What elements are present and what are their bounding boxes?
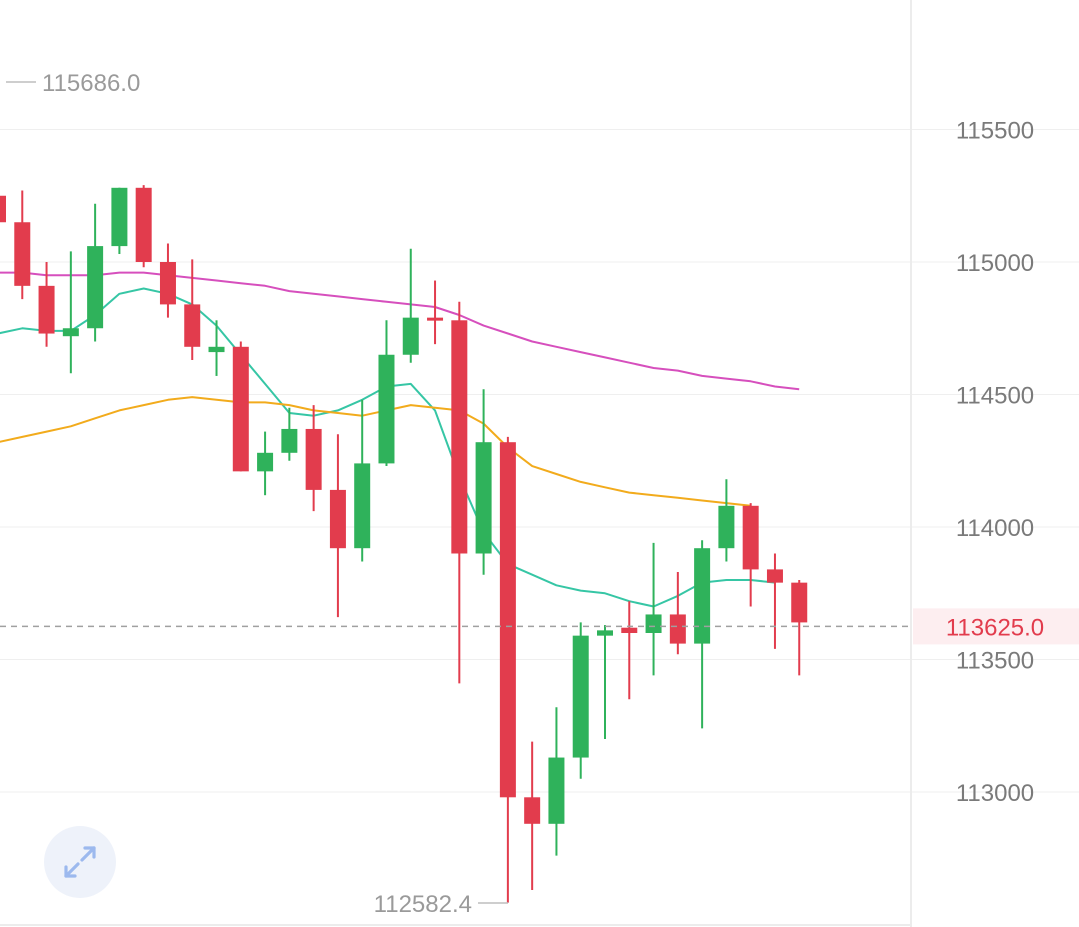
candle-down	[159, 243, 176, 318]
candle-body	[572, 635, 589, 758]
candle-body	[499, 442, 516, 798]
candle-down	[427, 280, 444, 345]
candle-up	[378, 320, 395, 467]
candle-body	[159, 262, 176, 305]
candle-body	[38, 285, 55, 334]
candle-down	[791, 580, 808, 676]
candle-body	[718, 505, 735, 549]
candle-down	[742, 503, 759, 607]
candle-body	[427, 317, 444, 321]
candle-down	[329, 434, 346, 618]
y-tick-label: 113000	[956, 780, 1034, 807]
candle-body	[621, 627, 638, 633]
extreme-labels: 115686.0 112582.4	[6, 70, 508, 918]
candle-body	[208, 346, 225, 353]
candle-body	[524, 797, 541, 824]
candle-up	[718, 479, 735, 562]
ma_mid-line	[0, 396, 751, 507]
candle-up	[694, 540, 711, 729]
candle-up	[354, 399, 371, 562]
candle-up	[87, 203, 104, 342]
current-price-label: 113625.0	[946, 614, 1044, 641]
grid-lines	[0, 129, 1079, 793]
candle-body	[305, 428, 322, 490]
candle-down	[499, 436, 516, 903]
candle-body	[475, 442, 492, 554]
candles	[0, 185, 808, 903]
min-price-label: 112582.4	[374, 891, 472, 918]
max-price-label: 115686.0	[42, 70, 140, 97]
candle-down	[451, 301, 468, 684]
candle-up	[62, 251, 79, 374]
candle-down	[0, 195, 6, 223]
moving-average-lines	[0, 271, 800, 608]
candle-body	[14, 222, 31, 286]
candle-body	[232, 346, 249, 472]
candle-body	[111, 187, 128, 247]
candle-down	[524, 741, 541, 891]
candle-body	[378, 354, 395, 464]
candle-up	[572, 622, 589, 779]
candle-down	[766, 553, 783, 649]
y-tick-label: 114000	[956, 515, 1034, 542]
y-axis-ticks: 113000 113500 114000 114500 115000 115500	[956, 118, 1034, 808]
candle-body	[87, 246, 104, 329]
candle-up	[597, 625, 613, 739]
candle-body	[135, 187, 152, 262]
candle-up	[208, 320, 225, 376]
candle-up	[111, 187, 128, 255]
ma_slow-line	[0, 271, 800, 391]
candle-body	[62, 328, 79, 337]
candle-down	[38, 262, 55, 347]
y-tick-label: 113500	[956, 648, 1034, 675]
candle-down	[184, 259, 201, 361]
candle-up	[548, 707, 565, 856]
candle-body	[451, 320, 468, 554]
candle-up	[645, 542, 662, 676]
candle-body	[669, 614, 686, 644]
candle-body	[0, 195, 6, 223]
candle-up	[475, 389, 492, 575]
y-tick-label: 115500	[956, 118, 1034, 145]
y-tick-label: 115000	[956, 250, 1034, 277]
candle-body	[257, 452, 274, 472]
expand-arrows-icon	[64, 846, 96, 878]
candle-down	[232, 341, 249, 472]
candle-down	[135, 185, 152, 268]
candle-down	[669, 572, 686, 655]
expand-button[interactable]	[44, 826, 116, 898]
candle-body	[645, 614, 662, 633]
current-price-line: 113625.0	[0, 608, 1079, 645]
candle-body	[184, 304, 201, 347]
current-price-tag	[913, 608, 1079, 645]
y-tick-label: 114500	[956, 383, 1034, 410]
candle-body	[354, 463, 371, 549]
candle-body	[791, 582, 808, 623]
candle-body	[402, 317, 419, 355]
candle-body	[548, 757, 565, 824]
candle-body	[742, 505, 759, 570]
candle-up	[281, 407, 298, 461]
candle-body	[597, 630, 613, 636]
candle-down	[14, 190, 31, 300]
candle-body	[766, 569, 783, 583]
candle-up	[257, 431, 274, 496]
candle-up	[402, 248, 419, 363]
candle-body	[694, 548, 711, 644]
candle-down	[621, 601, 638, 700]
candle-body	[281, 428, 298, 453]
candle-down	[305, 405, 322, 512]
candle-body	[329, 489, 346, 549]
